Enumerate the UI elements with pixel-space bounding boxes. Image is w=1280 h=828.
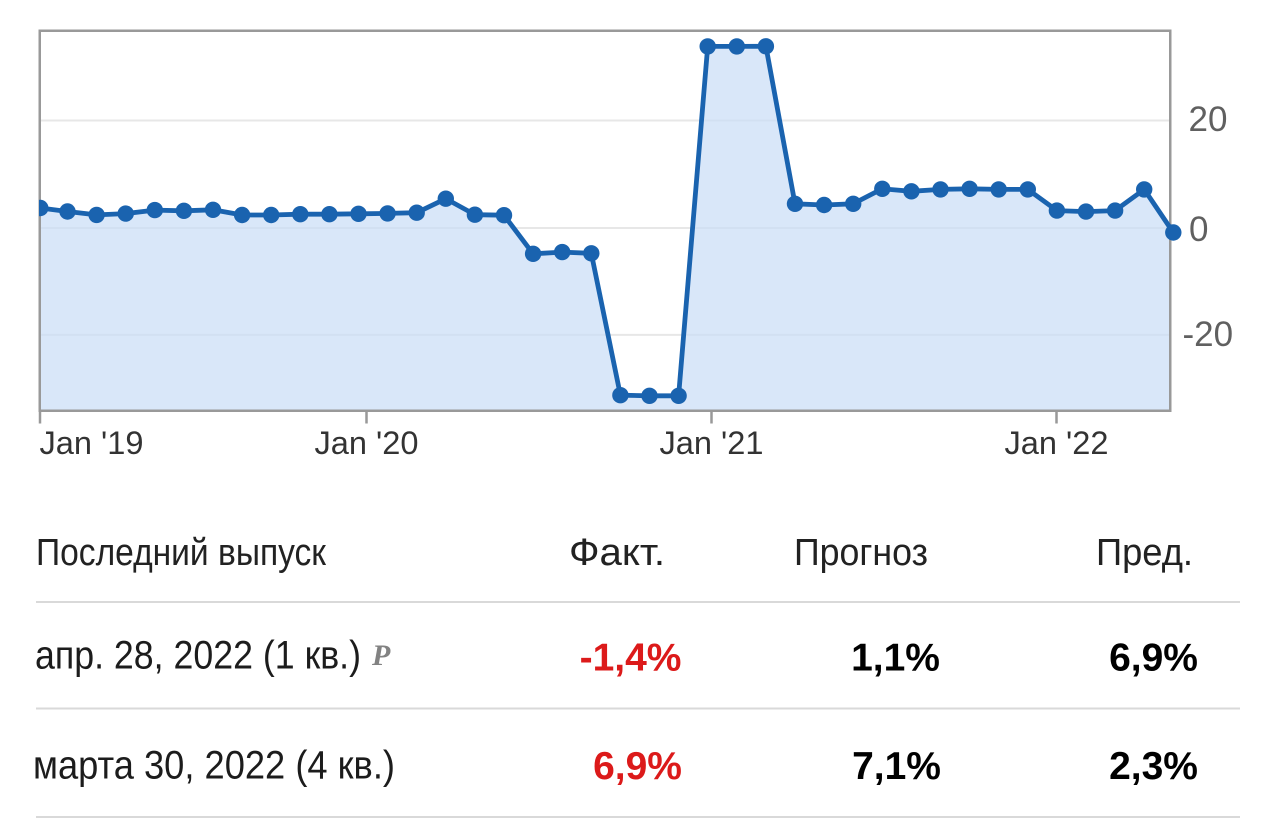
svg-text:7,1%: 7,1%	[852, 745, 941, 788]
svg-text:Факт.: Факт.	[569, 532, 665, 574]
svg-text:20: 20	[1189, 100, 1228, 139]
svg-text:2,3%: 2,3%	[1109, 745, 1198, 788]
svg-text:1,1%: 1,1%	[851, 637, 940, 680]
svg-text:Jan '22: Jan '22	[1005, 425, 1109, 461]
svg-text:6,9%: 6,9%	[593, 745, 682, 788]
svg-text:6,9%: 6,9%	[1109, 637, 1198, 680]
svg-text:0: 0	[1189, 210, 1208, 249]
svg-text:-20: -20	[1183, 315, 1234, 354]
svg-text:апр. 28, 2022 (1 кв.): апр. 28, 2022 (1 кв.)	[35, 634, 361, 678]
svg-text:Пред.: Пред.	[1096, 532, 1193, 574]
svg-text:Jan '19: Jan '19	[40, 425, 144, 461]
svg-text:-1,4%: -1,4%	[580, 637, 682, 680]
svg-text:P: P	[371, 639, 391, 672]
svg-text:Jan '20: Jan '20	[315, 425, 419, 461]
svg-text:Последний выпуск: Последний выпуск	[36, 532, 326, 574]
svg-text:марта 30, 2022 (4 кв.): марта 30, 2022 (4 кв.)	[33, 744, 395, 788]
svg-text:Прогноз: Прогноз	[794, 532, 928, 574]
svg-text:Jan '21: Jan '21	[660, 425, 764, 461]
